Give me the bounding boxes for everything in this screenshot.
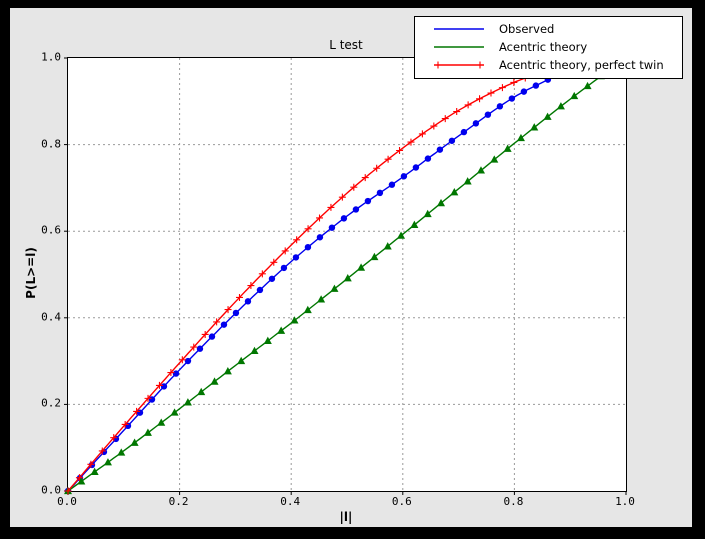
y-tick-label: 1.0	[41, 50, 61, 64]
plot-svg	[64, 57, 627, 495]
series-acentric-theory-perfect-twin	[64, 70, 541, 495]
series-observed-line	[67, 79, 549, 492]
x-tick-label: 0.2	[168, 495, 189, 508]
legend-entry: Acentric theory, perfect twin	[415, 56, 682, 74]
x-tick-label: 0.8	[503, 495, 524, 508]
series-acentric-theory	[64, 71, 605, 495]
legend-line-icon	[430, 59, 488, 71]
legend-line-icon	[430, 23, 488, 35]
x-tick-label: 0.0	[57, 495, 77, 508]
legend-label: Acentric theory	[499, 40, 588, 54]
figure-canvas: L test 0.0 0.2 0.4 0.6 0.8 1.0 0.0 0.2 0.4 0.6 0.…	[10, 8, 692, 527]
x-tick-label: 1.0	[615, 495, 635, 508]
y-axis-label: P(L>=l)	[24, 247, 38, 299]
y-tick-label: 0.0	[41, 483, 61, 497]
x-tick-label: 0.6	[391, 495, 412, 508]
legend: Observed Acentric theory Acentric theory, …	[414, 16, 683, 79]
series-observed	[64, 76, 552, 495]
legend-label: Acentric theory, perfect twin	[499, 58, 664, 72]
x-tick-label: 0.4	[280, 495, 301, 508]
y-tick-label: 0.4	[41, 310, 61, 324]
series-acentric-theory-perfect-twin-line	[67, 73, 537, 492]
y-tick-label: 0.6	[41, 223, 61, 237]
plot-area	[64, 57, 627, 495]
y-tick-label: 0.8	[41, 137, 61, 151]
chart-title: L test	[329, 38, 363, 52]
legend-entry: Observed	[415, 20, 682, 38]
legend-line-icon	[430, 41, 488, 53]
x-axis-label: |l|	[339, 510, 353, 524]
legend-label: Observed	[499, 22, 555, 36]
y-tick-label: 0.2	[41, 396, 61, 410]
legend-entry: Acentric theory	[415, 38, 682, 56]
